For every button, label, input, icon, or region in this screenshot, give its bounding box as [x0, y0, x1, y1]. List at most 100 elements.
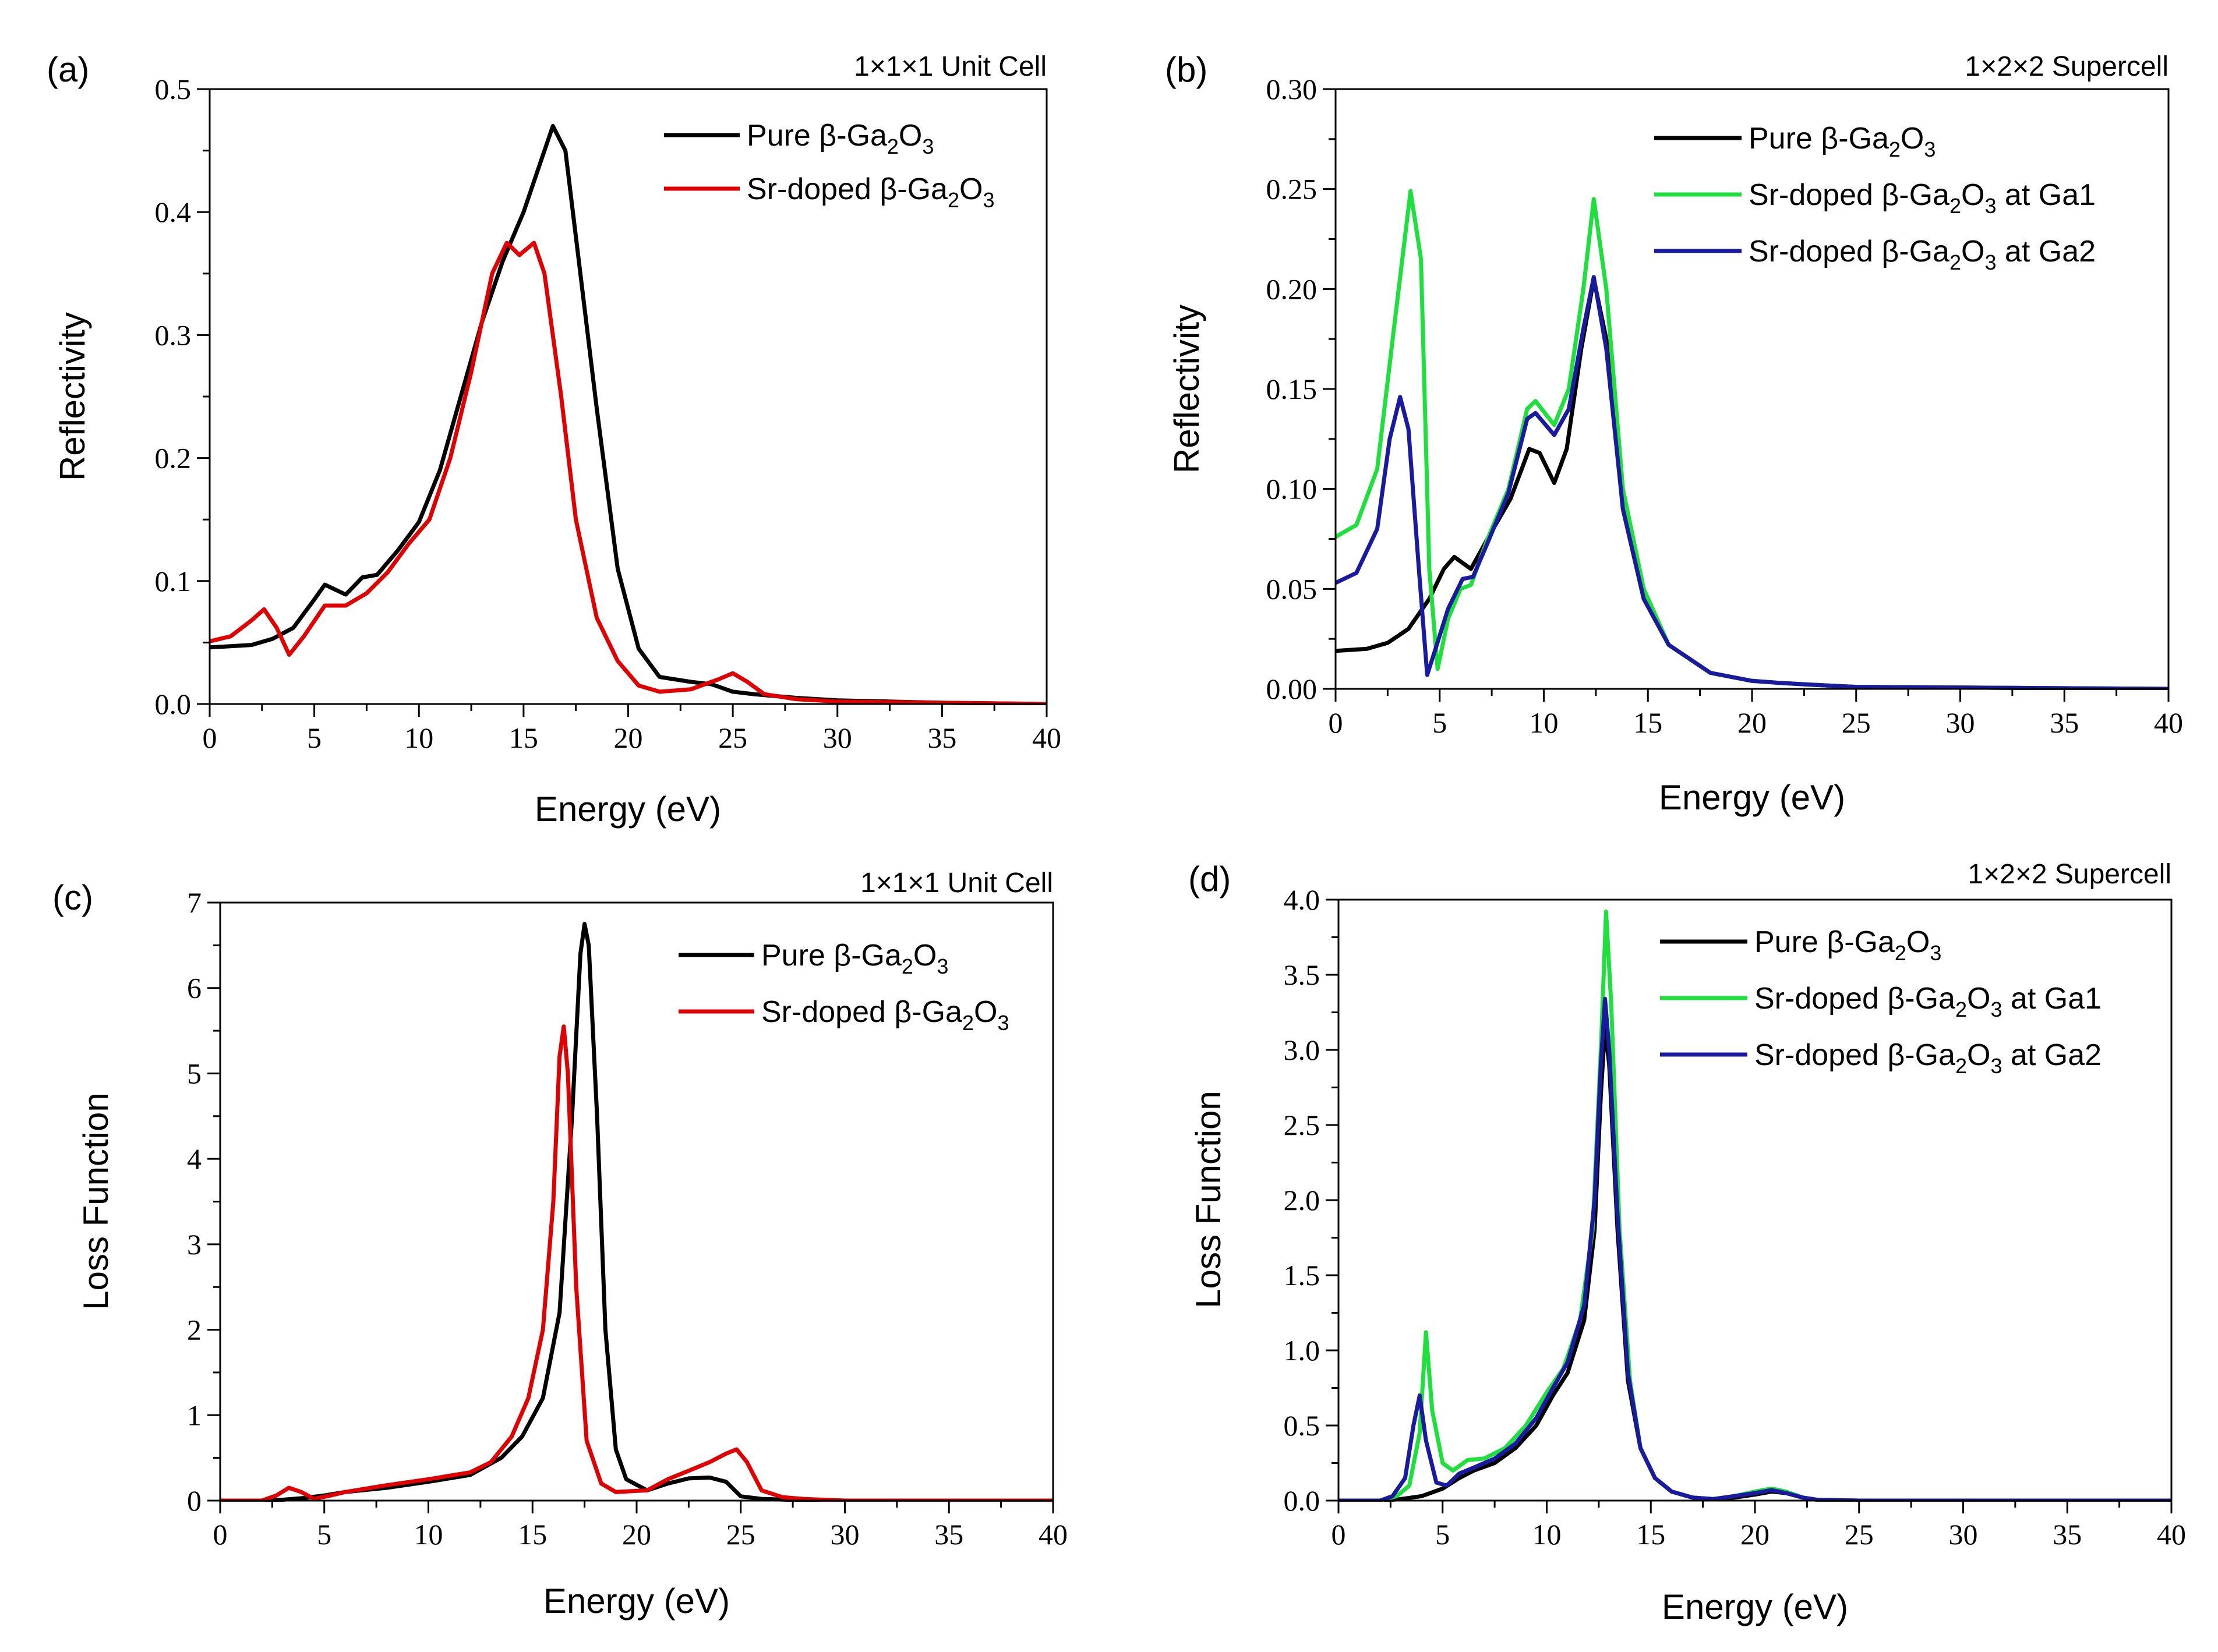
y-tick-label: 0.0 [1284, 1484, 1320, 1517]
y-axis-label: Reflectivity [53, 312, 92, 481]
legend-label-2: Sr-doped β-Ga2O3 at Ga1 [1754, 982, 2102, 1021]
legend-label-3: Sr-doped β-Ga2O3 at Ga2 [1749, 235, 2096, 274]
legend-label-2: Sr-doped β-Ga2O3 at Ga1 [1749, 178, 2096, 218]
y-tick-label: 1.5 [1284, 1259, 1320, 1292]
panel-b: (b) 1×2×2 Supercell Energy (eV) Reflecti… [1165, 50, 2183, 817]
series-line-1 [210, 123, 1047, 705]
y-tick-label: 6 [187, 972, 202, 1004]
legend-label-3: Sr-doped β-Ga2O3 at Ga2 [1754, 1038, 2102, 1078]
series-line-1 [1336, 277, 2168, 690]
legend: Pure β-Ga2O3 Sr-doped β-Ga2O3 [679, 939, 1009, 1035]
x-tick-label: 30 [831, 1518, 860, 1551]
x-tick-label: 0 [203, 721, 217, 754]
legend-label-1: Pure β-Ga2O3 [1749, 122, 1936, 161]
x-tick-label: 40 [1039, 1518, 1068, 1551]
x-axis-label: Energy (eV) [1659, 778, 1845, 817]
y-tick-label: 0.0 [155, 688, 192, 720]
x-tick-label: 25 [726, 1518, 755, 1551]
x-tick-label: 0 [1331, 1518, 1346, 1551]
y-tick-label: 0.4 [155, 196, 192, 228]
y-tick-label: 0.5 [155, 73, 192, 105]
x-tick-label: 5 [1432, 706, 1447, 739]
x-tick-label: 5 [307, 721, 322, 754]
legend: Pure β-Ga2O3 Sr-doped β-Ga2O3 at Ga1 Sr-do… [1660, 925, 2102, 1078]
panel-letter: (a) [47, 50, 89, 89]
legend-label-2: Sr-doped β-Ga2O3 [761, 995, 1009, 1035]
series-lines [210, 123, 1047, 705]
y-tick-label: 4.0 [1284, 883, 1320, 916]
legend-label-1: Pure β-Ga2O3 [1754, 925, 1941, 965]
series-line-3 [1336, 275, 2168, 690]
y-axis-label: Reflectivity [1167, 305, 1206, 473]
y-tick-label: 0.3 [155, 319, 192, 351]
x-tick-label: 30 [823, 721, 852, 754]
x-tick-label: 15 [1636, 1518, 1665, 1551]
x-tick-label: 30 [1949, 1518, 1978, 1551]
x-tick-label: 10 [1532, 1518, 1562, 1551]
x-tick-label: 10 [414, 1518, 443, 1551]
x-tick-label: 10 [404, 721, 433, 754]
panel-letter: (d) [1188, 859, 1231, 898]
y-tick-label: 1.0 [1284, 1334, 1320, 1367]
legend-label-2: Sr-doped β-Ga2O3 [747, 172, 994, 212]
y-tick-label: 0.15 [1266, 373, 1318, 405]
x-tick-label: 25 [718, 721, 747, 754]
x-tick-label: 25 [1845, 1518, 1874, 1551]
x-axis-label: Energy (eV) [543, 1582, 730, 1621]
x-tick-label: 15 [1633, 706, 1662, 739]
x-tick-label: 20 [1740, 1518, 1770, 1551]
x-tick-label: 35 [934, 1518, 963, 1551]
y-tick-label: 3 [187, 1228, 202, 1261]
series-line-3 [1338, 996, 2171, 1502]
y-tick-label: 0.30 [1266, 73, 1318, 105]
legend: Pure β-Ga2O3 Sr-doped β-Ga2O3 at Ga1 Sr-do… [1654, 122, 2096, 274]
x-tick-label: 40 [2154, 706, 2183, 739]
x-tick-label: 20 [622, 1518, 651, 1551]
panel-letter: (c) [52, 878, 93, 917]
y-tick-label: 3.0 [1284, 1034, 1320, 1066]
x-tick-label: 15 [518, 1518, 547, 1551]
y-tick-label: 0.05 [1266, 572, 1318, 605]
y-axis-label: Loss Function [76, 1092, 115, 1310]
y-tick-label: 0.10 [1266, 473, 1318, 505]
series-lines [220, 922, 1053, 1502]
series-line-1 [1338, 1025, 2171, 1502]
y-tick-label: 4 [187, 1142, 202, 1175]
cell-label: 1×1×1 Unit Cell [854, 51, 1047, 82]
x-tick-label: 5 [1435, 1518, 1450, 1551]
cell-label: 1×1×1 Unit Cell [860, 868, 1053, 898]
y-tick-label: 0.00 [1266, 673, 1318, 705]
y-axis-label: Loss Function [1189, 1091, 1228, 1308]
x-tick-label: 20 [614, 721, 643, 754]
panel-a: (a) 1×1×1 Unit Cell Energy (eV) Reflecti… [47, 50, 1061, 829]
x-tick-label: 35 [927, 721, 956, 754]
x-tick-label: 30 [1946, 706, 1975, 739]
x-tick-label: 35 [2053, 1518, 2082, 1551]
x-tick-label: 5 [317, 1518, 331, 1551]
series-lines [1336, 189, 2168, 690]
y-tick-label: 0.25 [1266, 173, 1318, 206]
plot-frame [219, 901, 1054, 1502]
series-lines [1338, 910, 2171, 1502]
cell-label: 1×2×2 Supercell [1968, 859, 2171, 890]
y-tick-label: 3.5 [1284, 958, 1320, 991]
y-tick-label: 0.20 [1266, 273, 1318, 305]
series-line-2 [210, 240, 1047, 705]
y-tick-label: 0 [187, 1484, 202, 1517]
x-tick-label: 40 [2157, 1518, 2186, 1551]
x-tick-label: 15 [509, 721, 538, 754]
y-tick-label: 1 [187, 1399, 202, 1431]
x-tick-label: 35 [2050, 706, 2079, 739]
x-tick-label: 0 [1329, 706, 1343, 739]
panel-letter: (b) [1165, 50, 1207, 89]
x-axis-label: Energy (eV) [1662, 1587, 1848, 1626]
x-tick-label: 10 [1530, 706, 1559, 739]
y-tick-label: 0.5 [1284, 1409, 1320, 1442]
cell-label: 1×2×2 Supercell [1965, 51, 2168, 82]
y-tick-label: 0.2 [155, 442, 192, 475]
y-tick-label: 0.1 [155, 565, 192, 597]
y-tick-label: 2.0 [1284, 1184, 1320, 1216]
x-tick-label: 0 [213, 1518, 228, 1551]
x-tick-label: 25 [1842, 706, 1871, 739]
